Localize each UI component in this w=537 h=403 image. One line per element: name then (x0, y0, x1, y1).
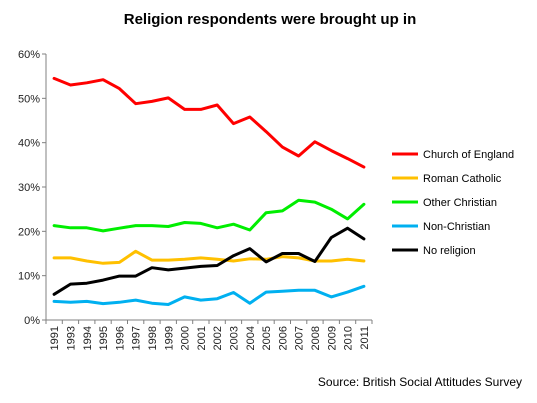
x-tick-label: 1996 (114, 326, 126, 350)
x-tick-label: 2005 (261, 326, 273, 350)
y-tick-label: 30% (18, 182, 40, 194)
x-tick-label: 1997 (131, 326, 143, 350)
x-tick-label: 2000 (180, 326, 192, 350)
x-tick-label: 1994 (82, 326, 94, 350)
series-line-non-christian (52, 284, 366, 306)
y-tick-label: 20% (18, 226, 40, 238)
x-tick-label: 2007 (294, 326, 306, 350)
x-tick-label: 2009 (326, 326, 338, 350)
legend-label-roman-catholic: Roman Catholic (423, 173, 502, 185)
x-tick-label: 2001 (196, 326, 208, 350)
legend-label-non-christian: Non-Christian (423, 221, 490, 233)
x-tick-label: 2010 (343, 326, 355, 350)
y-tick-label: 60% (18, 49, 40, 61)
chart-title: Religion respondents were brought up in (124, 11, 417, 28)
x-tick-label: 2006 (277, 326, 289, 350)
x-tick-label: 1998 (147, 326, 159, 350)
legend-label-church-of-england: Church of England (423, 149, 514, 161)
series-line-other-christian (52, 198, 366, 233)
x-tick-label: 1995 (98, 326, 110, 350)
x-tick-label: 2011 (359, 326, 371, 350)
x-tick-label: 2003 (228, 326, 240, 350)
series-layer (52, 76, 366, 306)
source-note: Source: British Social Attitudes Survey (318, 375, 522, 389)
legend: Church of England Roman Catholic Other Chr… (392, 149, 514, 257)
x-tick-label: 2004 (245, 326, 257, 350)
y-tick-label: 10% (18, 271, 40, 283)
x-tick-label: 2008 (310, 326, 322, 350)
series-line-church-of-england (52, 76, 366, 169)
x-tick-label: 1999 (163, 326, 175, 350)
x-tick-label: 1991 (49, 326, 61, 350)
x-tick-label: 2002 (212, 326, 224, 350)
y-tick-label: 0% (24, 315, 40, 327)
x-axis: 1991 1993 1994 1995 1996 1997 1998 1999 2000 2001… (45, 319, 373, 350)
series-line-no-religion (52, 226, 366, 296)
legend-label-no-religion: No religion (423, 245, 476, 257)
x-tick-label: 1993 (65, 326, 77, 350)
legend-label-other-christian: Other Christian (423, 197, 497, 209)
y-tick-label: 40% (18, 138, 40, 150)
y-axis: 0% 10% 20% 30% 40% 50% 60% (18, 49, 47, 327)
y-tick-label: 50% (18, 93, 40, 105)
